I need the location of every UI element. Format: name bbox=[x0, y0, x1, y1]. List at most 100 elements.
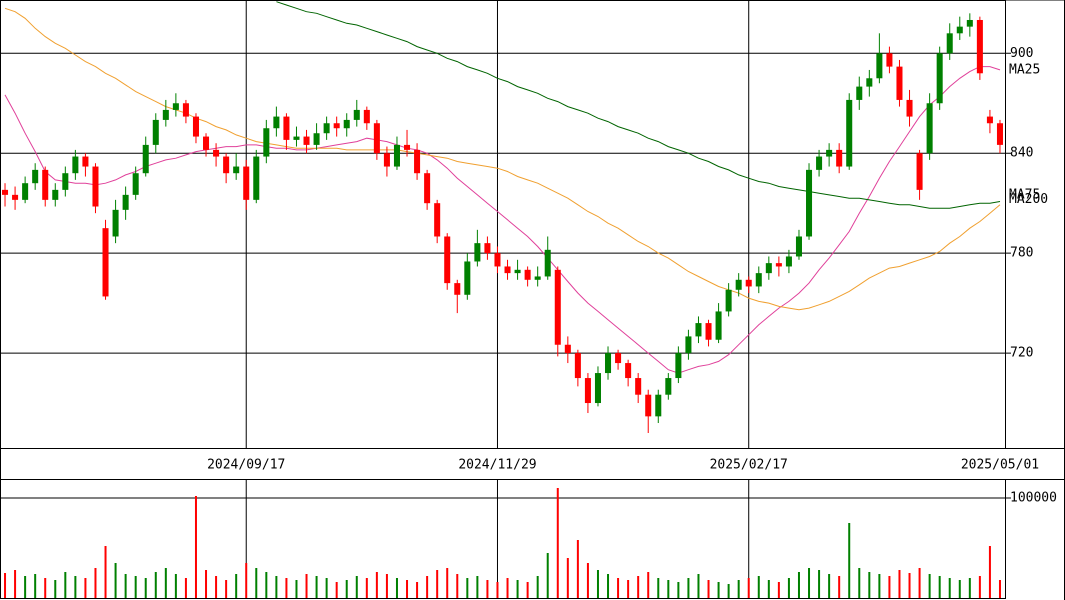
candle-body bbox=[685, 336, 692, 354]
candle-body bbox=[554, 269, 561, 345]
volume-bar bbox=[295, 580, 298, 598]
candle-body bbox=[223, 156, 230, 174]
volume-bar bbox=[365, 578, 368, 598]
candle-body bbox=[846, 99, 853, 167]
volume-bar bbox=[44, 578, 47, 598]
candle-body bbox=[594, 373, 601, 404]
candle-body bbox=[102, 228, 109, 297]
volume-bar bbox=[637, 576, 640, 598]
volume-bar bbox=[164, 568, 167, 598]
legend-label: MA75 bbox=[1009, 187, 1040, 202]
candle-body bbox=[625, 363, 632, 379]
volume-bar bbox=[586, 563, 589, 598]
volume-bar bbox=[838, 576, 841, 598]
x-tick-label: 2024/11/29 bbox=[458, 458, 536, 473]
volume-bar bbox=[144, 578, 147, 598]
volume-bar bbox=[526, 582, 529, 598]
volume-bar bbox=[205, 570, 208, 598]
candle-body bbox=[42, 169, 49, 200]
candle-body bbox=[856, 86, 863, 100]
candle-body bbox=[574, 353, 581, 379]
candle-body bbox=[233, 166, 240, 174]
candle-body bbox=[293, 136, 300, 140]
volume-bar bbox=[194, 496, 197, 598]
candle-body bbox=[263, 128, 270, 157]
candle-body bbox=[605, 353, 612, 374]
candle-body bbox=[775, 263, 782, 267]
volume-bar bbox=[536, 576, 539, 598]
candle-body bbox=[544, 249, 551, 277]
candle-body bbox=[182, 103, 189, 117]
volume-bar bbox=[948, 578, 951, 598]
candle-body bbox=[785, 256, 792, 267]
legend-label: MA25 bbox=[1009, 62, 1040, 77]
volume-bar bbox=[375, 572, 378, 598]
candle-body bbox=[956, 26, 963, 34]
x-tick-label: 2025/02/17 bbox=[710, 458, 788, 473]
volume-bar bbox=[828, 574, 831, 598]
candle-body bbox=[132, 173, 139, 195]
candle-body bbox=[484, 243, 491, 254]
candle-body bbox=[2, 189, 9, 195]
y-tick-label: 100000 bbox=[1010, 491, 1057, 506]
candle-body bbox=[655, 394, 662, 417]
ma-line bbox=[4, 7, 1001, 311]
candle-body bbox=[353, 109, 360, 120]
volume-bar bbox=[717, 582, 720, 598]
volume-bar bbox=[767, 580, 770, 598]
candle-body bbox=[152, 119, 159, 145]
candle-body bbox=[826, 149, 833, 157]
volume-bar bbox=[114, 563, 117, 598]
volume-bar bbox=[245, 563, 248, 598]
candle-body bbox=[343, 119, 350, 129]
candle-body bbox=[434, 203, 441, 237]
candle-body bbox=[584, 378, 591, 404]
candle-body bbox=[715, 311, 722, 340]
candle-body bbox=[926, 103, 933, 154]
candle-body bbox=[645, 394, 652, 417]
volume-bar bbox=[335, 582, 338, 598]
volume-bar bbox=[104, 546, 107, 598]
candle-body bbox=[424, 173, 431, 204]
volume-bar bbox=[787, 578, 790, 598]
volume-bar bbox=[818, 570, 821, 598]
candle-body bbox=[283, 116, 290, 140]
candle-body bbox=[142, 144, 149, 174]
candle-body bbox=[52, 189, 59, 200]
volume-bar bbox=[355, 576, 358, 598]
candle-body bbox=[735, 279, 742, 290]
volume-bar bbox=[24, 576, 27, 598]
candle-body bbox=[966, 19, 973, 27]
volume-bar bbox=[325, 578, 328, 598]
candle-body bbox=[755, 273, 762, 287]
volume-bar bbox=[958, 580, 961, 598]
candle-body bbox=[213, 149, 220, 157]
candle-body bbox=[72, 156, 79, 174]
volume-bar bbox=[436, 570, 439, 598]
volume-bar bbox=[476, 576, 479, 598]
candle-body bbox=[836, 149, 843, 167]
ma-line bbox=[4, 66, 1001, 374]
y-tick-label: 840 bbox=[1010, 146, 1033, 161]
candle-body bbox=[745, 279, 752, 287]
volume-bar bbox=[215, 576, 218, 598]
candle-body bbox=[62, 173, 69, 190]
volume-bar bbox=[848, 523, 851, 598]
volume-bar bbox=[416, 582, 419, 598]
candle-body bbox=[313, 133, 320, 145]
candle-body bbox=[243, 166, 250, 200]
candle-body bbox=[464, 261, 471, 295]
candle-body bbox=[22, 183, 29, 200]
y-tick-label: 900 bbox=[1010, 46, 1033, 61]
legend-label: MA200 bbox=[1009, 192, 1048, 207]
volume-bar bbox=[808, 568, 811, 598]
candle-body bbox=[725, 289, 732, 312]
volume-bar bbox=[315, 576, 318, 598]
volume-bar bbox=[395, 578, 398, 598]
volume-bar bbox=[747, 578, 750, 598]
volume-bar bbox=[456, 574, 459, 598]
volume-bar bbox=[546, 553, 549, 598]
volume-bar bbox=[225, 580, 228, 598]
